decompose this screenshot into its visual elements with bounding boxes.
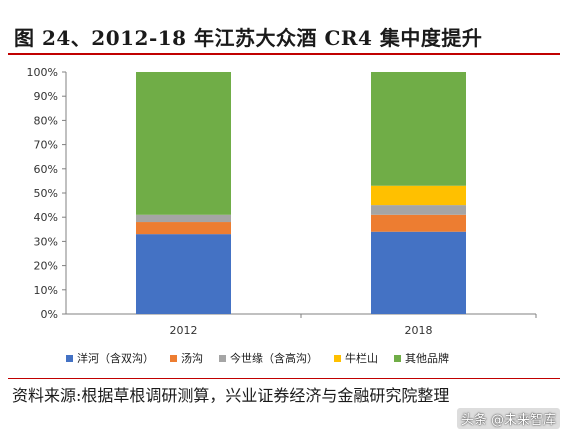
bar-segment xyxy=(136,72,231,215)
legend-label: 今世缘（含高沟） xyxy=(230,352,318,365)
legend-swatch xyxy=(219,354,226,362)
legend-swatch xyxy=(66,354,73,362)
legend-item: 其他品牌 xyxy=(394,350,449,366)
legend-label: 汤沟 xyxy=(181,352,203,365)
bar-segment xyxy=(136,234,231,314)
bar-segment xyxy=(371,72,466,186)
legend-item: 汤沟 xyxy=(170,350,203,366)
legend-swatch xyxy=(394,354,401,362)
x-tick-label: 2012 xyxy=(170,324,198,337)
legend-item: 牛栏山 xyxy=(334,350,378,366)
source-note: 资料来源:根据草根调研测算，兴业证券经济与金融研究院整理 xyxy=(12,386,450,405)
bar-segment xyxy=(371,185,466,206)
chart-legend: 洋河（含双沟） 汤沟 今世缘（含高沟） 牛栏山 其他品牌 xyxy=(66,350,536,366)
bar-segment xyxy=(136,222,231,235)
y-tick-label: 90% xyxy=(34,90,58,103)
y-tick-label: 0% xyxy=(41,308,58,321)
legend-label: 牛栏山 xyxy=(345,352,378,365)
y-tick-label: 40% xyxy=(34,211,58,224)
y-tick-label: 60% xyxy=(34,163,58,176)
legend-swatch xyxy=(334,354,341,362)
y-tick-label: 10% xyxy=(34,284,58,297)
bar-segment xyxy=(371,205,466,215)
bar-segment xyxy=(136,214,231,223)
y-tick-label: 30% xyxy=(34,235,58,248)
y-tick-label: 70% xyxy=(34,139,58,152)
bar-segment xyxy=(371,214,466,232)
x-tick-label: 2018 xyxy=(405,324,433,337)
watermark: 头条 @未来智库 xyxy=(456,408,560,429)
title-divider xyxy=(8,53,560,55)
y-tick-label: 50% xyxy=(34,187,58,200)
bar-segment xyxy=(371,231,466,314)
legend-item: 洋河（含双沟） xyxy=(66,350,154,366)
legend-label: 其他品牌 xyxy=(405,352,449,365)
y-tick-label: 100% xyxy=(27,66,58,79)
legend-swatch xyxy=(170,354,177,362)
figure-title: 图 24、2012-18 年江苏大众酒 CR4 集中度提升 xyxy=(14,26,483,50)
chart-area: 0% 10% 20% 30% 40% 50% 60% 70% 80% 90% 100% 2012 201… xyxy=(0,58,568,378)
stacked-bar-chart: 0% 10% 20% 30% 40% 50% 60% 70% 80% 90% 100% 2012 201… xyxy=(27,66,537,337)
y-tick-label: 20% xyxy=(34,260,58,273)
y-tick-label: 80% xyxy=(34,114,58,127)
legend-item: 今世缘（含高沟） xyxy=(219,350,318,366)
legend-label: 洋河（含双沟） xyxy=(77,352,154,365)
source-divider xyxy=(8,378,560,379)
